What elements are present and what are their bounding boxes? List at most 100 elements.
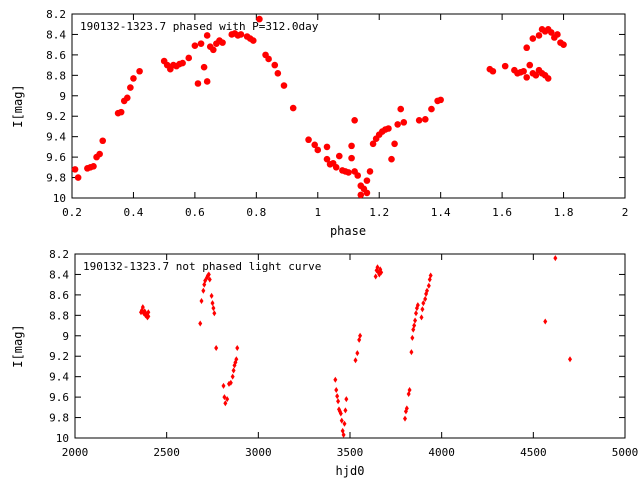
data-point (428, 272, 433, 279)
data-points (71, 15, 567, 199)
x-tick-label: 2 (622, 206, 629, 219)
data-point (547, 29, 555, 36)
y-tick-label: 10 (56, 432, 69, 445)
x-tick-label: 4000 (428, 446, 455, 459)
data-point (523, 74, 530, 81)
data-point (214, 345, 219, 352)
data-point (280, 82, 288, 89)
x-tick-label: 1 (314, 206, 321, 219)
x-tick-label: 4500 (520, 446, 547, 459)
data-point (203, 32, 211, 39)
y-tick-label: 8.8 (49, 309, 69, 322)
data-point (339, 417, 344, 424)
data-point (420, 306, 425, 313)
data-point (200, 63, 208, 71)
data-point (560, 41, 567, 48)
data-point (146, 309, 151, 316)
data-point (74, 174, 82, 181)
data-point (412, 322, 417, 329)
data-point (314, 146, 322, 154)
y-tick-label: 8.2 (46, 8, 66, 21)
data-point (338, 410, 343, 417)
data-point (523, 44, 530, 52)
data-point (369, 140, 377, 148)
data-point (532, 72, 540, 79)
data-point (206, 271, 211, 278)
y-axis: 8.2 8.4 8.6 8.8 9 9.2 9.4 9.6 9.8 10 (46, 8, 625, 205)
data-point (130, 75, 137, 82)
y-tick-label: 8.2 (49, 248, 69, 261)
data-point (323, 155, 331, 163)
data-point (333, 376, 338, 383)
data-point (415, 117, 423, 124)
data-point (413, 317, 418, 324)
data-point (201, 287, 206, 294)
data-point (409, 349, 414, 356)
y-tick-label: 9.4 (49, 371, 69, 384)
data-point (305, 136, 312, 144)
data-point (425, 287, 429, 294)
data-point (348, 154, 355, 162)
data-point (358, 332, 363, 339)
data-point (230, 373, 235, 380)
data-point (388, 155, 395, 163)
y-tick-label: 9.8 (46, 172, 66, 185)
data-point (191, 42, 199, 49)
data-point (526, 61, 534, 69)
data-point (422, 115, 429, 123)
data-point (212, 310, 217, 317)
x-axis-label: hjd0 (336, 464, 365, 478)
y-tick-label: 8.8 (46, 69, 66, 82)
data-point (311, 141, 319, 149)
data-point (323, 143, 331, 151)
data-point (414, 310, 418, 317)
data-point (363, 177, 371, 184)
data-point (354, 172, 362, 179)
data-point (231, 367, 236, 374)
data-point (373, 273, 378, 280)
y-tick-label: 10 (53, 192, 66, 205)
phased-light-curve-plot: 0.2 0.4 0.6 0.8 1 1.2 1.4 1.6 1.8 2 8.2 8.4 8.6 8.8 9… (11, 8, 628, 238)
data-point (345, 169, 352, 176)
plot-title: 190132-1323.7 not phased light curve (83, 260, 321, 273)
data-point (426, 282, 431, 289)
data-point (99, 137, 107, 145)
data-point (553, 255, 558, 262)
data-point (146, 313, 151, 320)
data-point (96, 150, 103, 158)
data-point (375, 264, 380, 271)
x-axis: 2000 2500 3000 3500 4000 4500 5000 (62, 254, 638, 459)
x-tick-label: 0.8 (246, 206, 266, 219)
data-point (419, 314, 424, 321)
data-point (199, 298, 204, 305)
data-point (210, 46, 217, 54)
y-tick-label: 8.4 (49, 268, 69, 281)
data-point (222, 394, 227, 401)
data-point (207, 276, 212, 283)
data-point (209, 292, 214, 299)
data-point (225, 396, 230, 403)
x-tick-label: 1.2 (369, 206, 389, 219)
data-point (274, 69, 282, 77)
x-tick-label: 1.6 (492, 206, 512, 219)
data-point (210, 300, 215, 307)
plot-title: 190132-1323.7 phased with P=312.0day (80, 20, 319, 33)
y-tick-label: 9.4 (46, 131, 66, 144)
data-point (256, 15, 263, 23)
data-point (71, 166, 79, 173)
data-point (404, 405, 409, 412)
data-point (407, 386, 412, 393)
data-point (140, 304, 145, 311)
data-point (437, 96, 444, 104)
data-point (271, 61, 279, 69)
data-point (179, 59, 186, 67)
y-tick-label: 9 (59, 90, 66, 103)
data-point (332, 164, 340, 171)
data-point (554, 31, 561, 38)
x-tick-label: 2500 (153, 446, 180, 459)
y-axis: 8.2 8.4 8.6 8.8 9 9.2 9.4 9.6 9.8 10 (49, 248, 625, 445)
y-tick-label: 9.2 (49, 350, 69, 363)
data-point (363, 189, 371, 197)
data-point (335, 152, 343, 160)
